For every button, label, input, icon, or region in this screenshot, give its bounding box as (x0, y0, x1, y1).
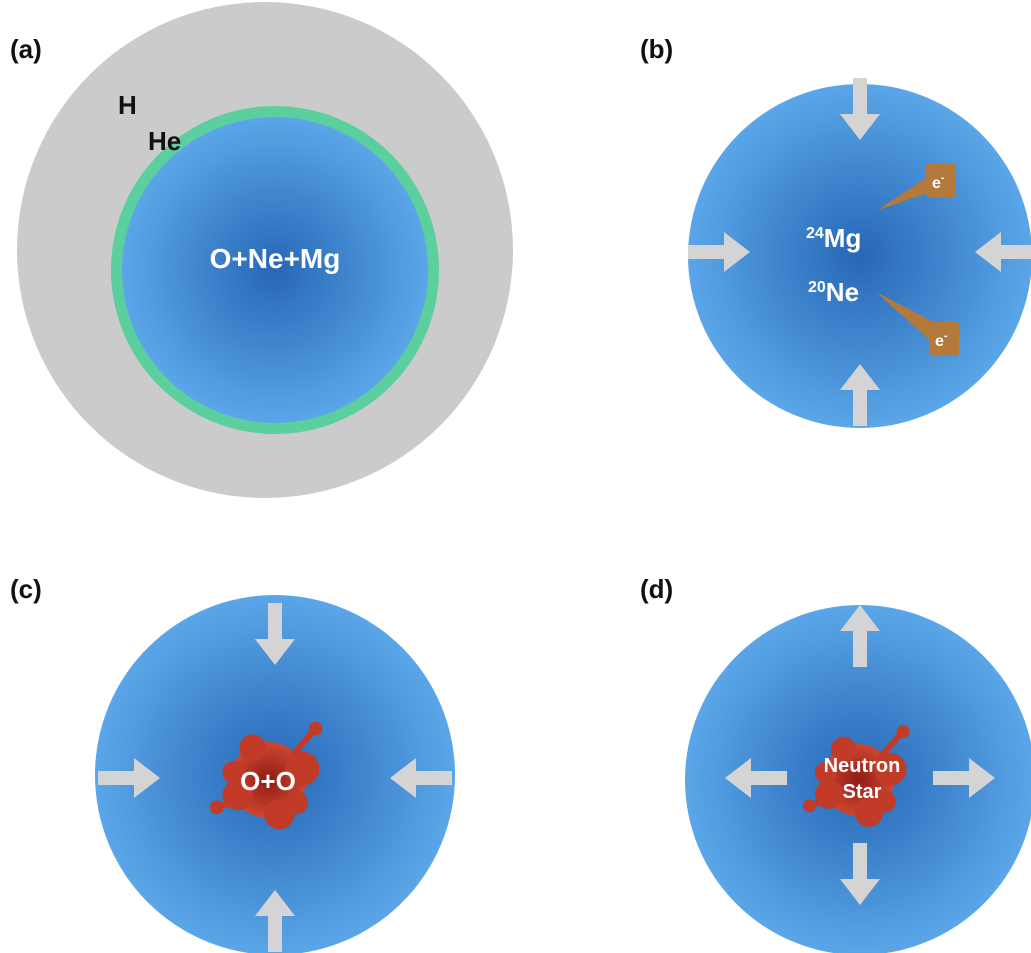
explosion-blob (240, 734, 267, 761)
explosion-drop (803, 799, 816, 812)
panel-c: (c) O+O (10, 574, 455, 953)
core-label: O+Ne+Mg (210, 243, 341, 274)
symbol: Mg (824, 223, 862, 253)
symbol: e (935, 333, 944, 350)
charge: - (941, 172, 945, 184)
explosion-drop (210, 801, 224, 815)
core-label: O+O (240, 766, 296, 796)
panel-label: (a) (10, 34, 42, 64)
layer-label: He (148, 126, 181, 156)
core-label: Star (843, 781, 882, 803)
panel-label: (b) (640, 34, 673, 64)
panel-d: (d) Neutron Star (640, 574, 1031, 953)
panel-label: (d) (640, 574, 673, 604)
symbol: e (932, 175, 941, 192)
panel-a: (a) H He O+Ne+Mg (10, 2, 513, 498)
diagram: (a) H He O+Ne+Mg (b) e- e- 24Mg 20Ne (c)… (0, 0, 1031, 953)
page: {"panels": [ {"label": "(a)", "layers": … (0, 0, 1031, 953)
mass: 20 (808, 279, 826, 296)
charge: - (944, 330, 948, 342)
panel-label: (c) (10, 574, 42, 604)
explosion-drop (897, 725, 910, 738)
symbol: Ne (826, 277, 859, 307)
explosion-drop (309, 722, 323, 736)
layer-label: H (118, 90, 137, 120)
panel-b: (b) e- e- 24Mg 20Ne (640, 34, 1031, 428)
core-label: Neutron (824, 755, 901, 777)
mass: 24 (806, 225, 824, 242)
